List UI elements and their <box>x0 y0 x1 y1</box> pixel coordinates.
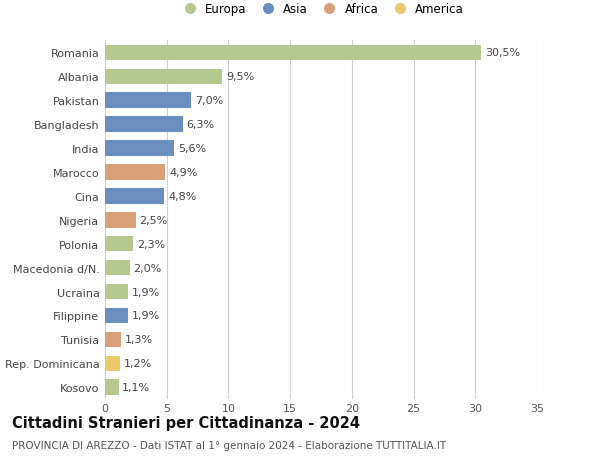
Text: 30,5%: 30,5% <box>485 48 520 58</box>
Text: 2,3%: 2,3% <box>137 239 166 249</box>
Bar <box>105 308 128 324</box>
Text: 2,0%: 2,0% <box>133 263 161 273</box>
Text: 1,9%: 1,9% <box>132 311 160 321</box>
Text: 1,3%: 1,3% <box>125 335 153 345</box>
Bar <box>105 117 183 133</box>
Text: 7,0%: 7,0% <box>195 96 223 106</box>
Bar <box>105 45 481 61</box>
Text: PROVINCIA DI AREZZO - Dati ISTAT al 1° gennaio 2024 - Elaborazione TUTTITALIA.IT: PROVINCIA DI AREZZO - Dati ISTAT al 1° g… <box>12 440 446 450</box>
Bar <box>105 260 130 276</box>
Text: 9,5%: 9,5% <box>226 72 254 82</box>
Text: 6,3%: 6,3% <box>187 120 215 130</box>
Text: Cittadini Stranieri per Cittadinanza - 2024: Cittadini Stranieri per Cittadinanza - 2… <box>12 415 360 431</box>
Text: 4,8%: 4,8% <box>168 191 196 202</box>
Bar <box>105 380 119 395</box>
Text: 1,1%: 1,1% <box>122 382 151 392</box>
Bar <box>105 141 174 157</box>
Text: 5,6%: 5,6% <box>178 144 206 154</box>
Bar <box>105 165 166 180</box>
Bar <box>105 189 164 204</box>
Bar <box>105 69 222 85</box>
Text: 4,9%: 4,9% <box>169 168 197 178</box>
Bar <box>105 93 191 109</box>
Text: 1,2%: 1,2% <box>124 358 152 369</box>
Text: 1,9%: 1,9% <box>132 287 160 297</box>
Bar <box>105 284 128 300</box>
Bar <box>105 236 133 252</box>
Bar <box>105 356 120 371</box>
Bar <box>105 332 121 347</box>
Legend: Europa, Asia, Africa, America: Europa, Asia, Africa, America <box>176 0 466 18</box>
Text: 2,5%: 2,5% <box>140 215 168 225</box>
Bar <box>105 213 136 228</box>
